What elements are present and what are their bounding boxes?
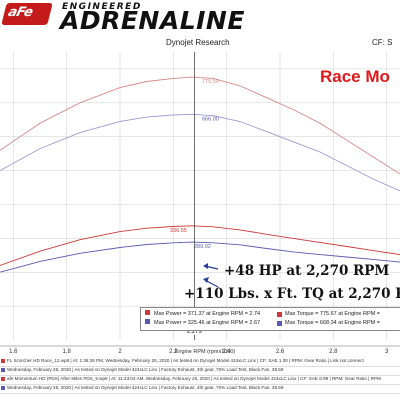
run-swatch [1,368,5,372]
max-values-legend: Max Power = 371.37 at Engine RPM = 2.74 … [140,307,400,331]
x-tick-label: 2.4 [222,349,231,355]
data-label: 289.02 [194,244,211,250]
x-tick-label: 2.2 [169,349,178,355]
legend-swatch [277,321,282,326]
legend-swatch [145,310,150,316]
chart-title: Race Mo [320,67,390,86]
data-labels: 775.50 666.00 336.55 289.02 [170,79,219,250]
correction-factor: CF: S [372,38,393,47]
x-tick-label: 2.6 [276,349,285,355]
x-tick-label: 2.8 [329,349,338,355]
x-axis: 1.6 1.8 2 2.2 2.4 2.6 2.8 3 Engine RPM (rpmx1000… [0,345,400,355]
report-header: Dynojet Research CF: S [0,36,400,50]
run-info-footer: FL Scorcher HD Race_12.wp8 | At: 1:36:26… [0,357,400,400]
brand-subtitle: ENGINEERED [62,2,142,12]
run-swatch [1,377,5,381]
run-info-text: Wednesday, February 26, 2020 | As tested… [7,385,284,390]
x-tick-label: 1.6 [9,349,18,355]
annotation-arrowhead-2 [203,277,209,283]
data-label: 666.00 [202,116,219,122]
legend-row-momentum: Max Power = 325.46 at Engine RPM = 2.67 … [145,319,400,328]
cursor-value: 2.279 [187,329,203,335]
run-info-row: Wednesday, February 26, 2020 | As tested… [0,366,400,376]
legend-max-power: Max Power = 325.46 at Engine RPM = 2.67 [154,320,261,326]
cursor-value-box [184,327,205,335]
legend-swatch [145,319,150,325]
annotation-arrowhead-1 [203,263,208,269]
brand-header: aFe ENGINEERED ADRENALINE [0,0,400,35]
run-info-text: FL Scorcher HD Race_12.wp8 | At: 1:36:26… [7,358,364,363]
legend-row-race: Max Power = 371.37 at Engine RPM = 2.74 … [145,310,400,319]
tq-gain-annotation: +110 Lbs. x Ft. TQ at 2,270 RP [184,286,400,302]
legend-max-torque: Max Torque = 668.34 at Engine RPM = [285,320,380,326]
series-line-1 [0,225,400,266]
rpm-cursor: 2.279 [184,52,205,340]
grid [0,52,400,340]
run-info-row: afe Momentum HD (PDS) After Miles PDS_9.… [0,375,400,385]
gain-annotations: +48 HP at 2,270 RPM +110 Lbs. x Ft. TQ a… [184,263,400,302]
series-lines [0,76,400,273]
run-swatch [1,359,5,363]
x-tick-label: 2 [118,349,122,355]
legend-swatch [277,312,282,317]
run-info-text: afe Momentum HD (PDS) After Miles PDS_9.… [7,376,381,381]
run-info-row: Wednesday, February 26, 2020 | As tested… [0,384,400,394]
x-tick-label: 1.8 [62,349,71,355]
data-label: 775.50 [202,79,219,85]
x-tick-label: 3 [385,349,389,355]
data-label: 336.55 [170,228,187,234]
run-swatch [1,386,5,390]
legend-max-power: Max Power = 371.37 at Engine RPM = 2.74 [154,311,261,317]
series-line-4 [0,113,400,192]
series-line-3 [0,241,400,273]
hp-gain-annotation: +48 HP at 2,270 RPM [224,263,389,279]
series-line-2 [0,76,400,175]
legend-max-torque: Max Torque = 775.67 at Engine RPM = [285,311,380,317]
run-info-row: FL Scorcher HD Race_12.wp8 | At: 1:36:26… [0,357,400,367]
brand-title: ADRENALINE [60,6,245,35]
run-info-text: Wednesday, February 26, 2020 | As tested… [7,367,284,372]
vendor-name: Dynojet Research [166,38,230,47]
x-axis-label: Engine RPM (rpmx1000) [175,349,236,355]
